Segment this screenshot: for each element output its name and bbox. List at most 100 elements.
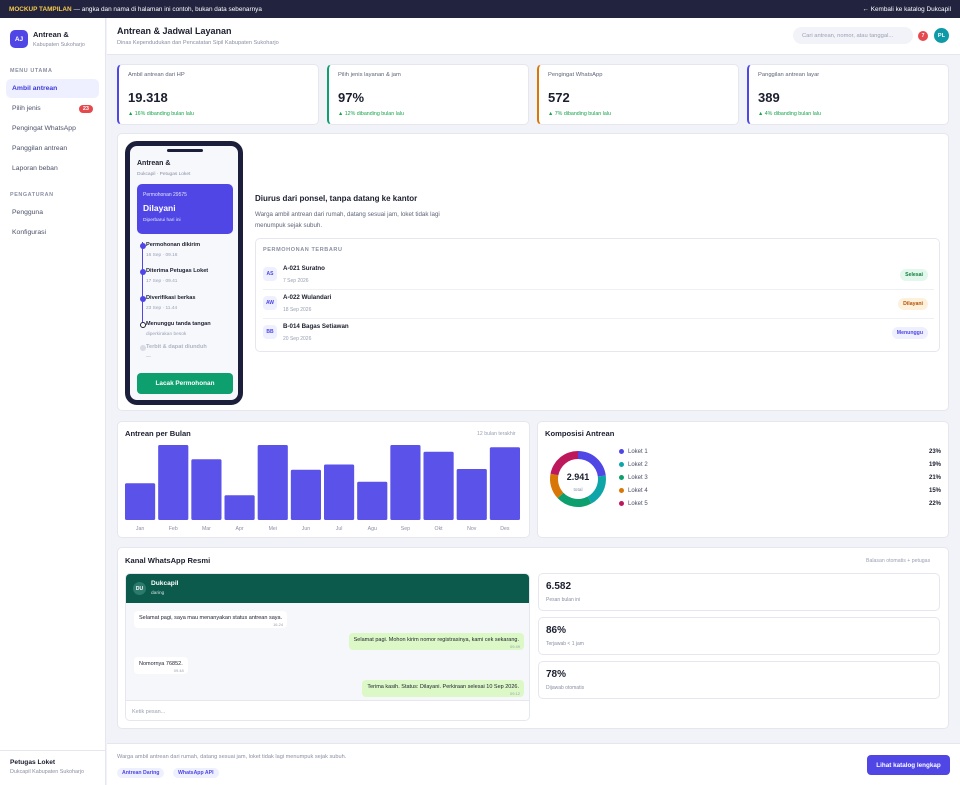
legend-swatch: [619, 449, 624, 454]
stat-value: 86%: [546, 625, 567, 636]
donut-slice: [550, 451, 578, 476]
back-to-catalog-link[interactable]: ← Kembali ke katalog Dukcapil: [862, 5, 951, 13]
donut-chart: 2.941 total: [550, 451, 606, 507]
list-item[interactable]: BB B-014 Bagas Setiawan 20 Sep 2026 Menungg…: [263, 319, 934, 348]
contact-status: daring: [151, 591, 165, 596]
bar-label: Jul: [336, 526, 343, 532]
bar-label: Agu: [368, 526, 377, 532]
message-time: 09.48: [173, 668, 184, 673]
list-item[interactable]: AW A-022 Wulandari 18 Sep 2026 Dilayani: [263, 290, 934, 319]
sidebar-item-label: Pengguna: [12, 209, 43, 216]
item-name: B-014 Bagas Setiawan: [283, 323, 349, 330]
message-time: 16.24: [273, 622, 284, 627]
step-date: —: [146, 355, 151, 360]
contact-avatar: DU: [133, 582, 146, 595]
count-badge: 23: [78, 104, 93, 113]
message-time: 09.49: [509, 644, 520, 649]
view-catalog-button[interactable]: Lihat katalog lengkap: [867, 755, 950, 775]
sidebar-item-pilih-jenis[interactable]: Pilih jenis 23: [6, 99, 99, 118]
legend-swatch: [619, 488, 624, 493]
step-dot-icon: [140, 296, 146, 302]
message-input[interactable]: Ketik pesan...: [126, 700, 529, 720]
step-title: Permohonan dikirim: [146, 242, 201, 248]
chat-messages: Selamat pagi, saya mau menanyakan status…: [126, 603, 529, 700]
user-name: Petugas Loket: [10, 759, 56, 766]
status-badge: Menunggu: [891, 327, 928, 339]
kpi-label: Pengingat WhatsApp: [548, 72, 603, 78]
recent-applications: PERMOHONAN TERBARU AS A-021 Suratno 7 Sep …: [255, 238, 940, 352]
bar: [357, 481, 388, 520]
legend-swatch: [619, 462, 624, 467]
bar: [125, 483, 156, 520]
brand-name: Antrean &: [33, 30, 69, 39]
legend-value: 23%: [928, 449, 941, 455]
legend-item: Loket 2 19%: [619, 462, 941, 468]
bar-label: Nov: [467, 526, 477, 532]
sidebar-item-konfigurasi[interactable]: Konfigurasi: [6, 223, 99, 242]
bar-label: Apr: [236, 526, 244, 532]
user-role: Dukcapil Kabupaten Sukoharjo: [10, 769, 85, 775]
kpi-value: 19.318: [128, 90, 168, 105]
notification-badge[interactable]: 7: [918, 31, 928, 41]
list-item[interactable]: AS A-021 Suratno 7 Sep 2026 Selesai: [263, 261, 934, 290]
step-pending-icon: [140, 322, 146, 328]
donut-total: 2.941: [567, 472, 590, 482]
message-outgoing: Terima kasih. Status: Dilayani. Perkiraa…: [362, 680, 524, 697]
bar: [191, 459, 222, 520]
sidebar-item-panggilan-antrean[interactable]: Panggilan antrean: [6, 139, 99, 158]
sidebar-item-label: Konfigurasi: [12, 229, 47, 236]
avatar: AS: [263, 267, 277, 281]
donut-slice: [587, 475, 606, 504]
kpi-card: Pengingat WhatsApp 572 ▲ 7% dibanding bula…: [537, 64, 739, 125]
banner-tag: MOCKUP TAMPILAN: [9, 5, 72, 13]
sidebar-item-laporan-beban[interactable]: Laporan beban: [6, 159, 99, 178]
feature-tag: Antrean Daring: [117, 768, 165, 778]
step-title: Menunggu tanda tangan: [146, 321, 211, 327]
avatar: BB: [263, 325, 277, 339]
avatar: AW: [263, 296, 277, 310]
kpi-delta: ▲ 4% dibanding bulan lalu: [758, 111, 821, 117]
legend-item: Loket 1 23%: [619, 449, 941, 455]
sidebar-item-label: Laporan beban: [12, 165, 58, 172]
kpi-delta: ▲ 16% dibanding bulan lalu: [128, 111, 194, 117]
track-application-button[interactable]: Lacak Permohonan: [137, 373, 233, 394]
user-card[interactable]: Petugas Loket Dukcapil Kabupaten Sukohar…: [0, 750, 105, 785]
kpi-value: 572: [548, 90, 570, 105]
bar: [456, 469, 487, 520]
brand[interactable]: AJ Antrean & Kabupaten Sukoharjo: [0, 18, 105, 48]
stat-label: Dijawab otomatis: [546, 685, 585, 691]
message-text: Nomornya 76852.: [139, 661, 183, 667]
step-dot-icon: [140, 269, 146, 275]
search-input[interactable]: Cari antrean, nomor, atau tanggal...: [793, 27, 913, 44]
page-subtitle: Dinas Kependudukan dan Pencatatan Sipil …: [117, 40, 279, 46]
legend-item: Loket 5 22%: [619, 501, 941, 507]
stat-label: Pesan bulan ini: [546, 597, 581, 603]
stat-value: 6.582: [546, 581, 572, 592]
step-date: 16 Sep · 09.16: [146, 253, 178, 258]
donut-slice: [550, 473, 564, 499]
status-badge: Dilayani: [898, 298, 928, 310]
kpi-value: 97%: [338, 90, 365, 105]
kpi-delta: ▲ 12% dibanding bulan lalu: [338, 111, 404, 117]
bar: [390, 445, 421, 520]
feature-tag: WhatsApp API: [173, 768, 219, 778]
legend-value: 15%: [928, 488, 941, 494]
sidebar-item-ambil-antrean[interactable]: Ambil antrean: [6, 79, 99, 98]
kpi-label: Ambil antrean dari HP: [128, 72, 185, 78]
timeline-step: Diverifikasi berkas 23 Sep · 11.44: [140, 295, 195, 311]
step-title: Terbit & dapat diunduh: [146, 344, 207, 350]
avatar[interactable]: PL: [934, 28, 949, 43]
sidebar-item-pengguna[interactable]: Pengguna: [6, 203, 99, 222]
bar-label: Jan: [136, 526, 144, 532]
brand-logo: AJ: [10, 30, 28, 48]
bar: [423, 451, 454, 520]
bar-label: Feb: [169, 526, 178, 532]
legend-label: Loket 1: [628, 449, 648, 456]
hero-description: Warga ambil antrean dari rumah, datang s…: [255, 211, 440, 229]
bar-chart: Jan Feb Mar Apr Mei Jun Jul Agu Sep Okt Nov Des: [125, 445, 520, 532]
sidebar-item-pengingat-whatsapp[interactable]: Pengingat WhatsApp: [6, 119, 99, 138]
recent-header: PERMOHONAN TERBARU: [263, 247, 343, 253]
timeline-step: Permohonan dikirim 16 Sep · 09.16: [140, 242, 201, 258]
phone-title: Antrean &: [137, 160, 171, 167]
contact-name: Dukcapil: [151, 580, 179, 587]
